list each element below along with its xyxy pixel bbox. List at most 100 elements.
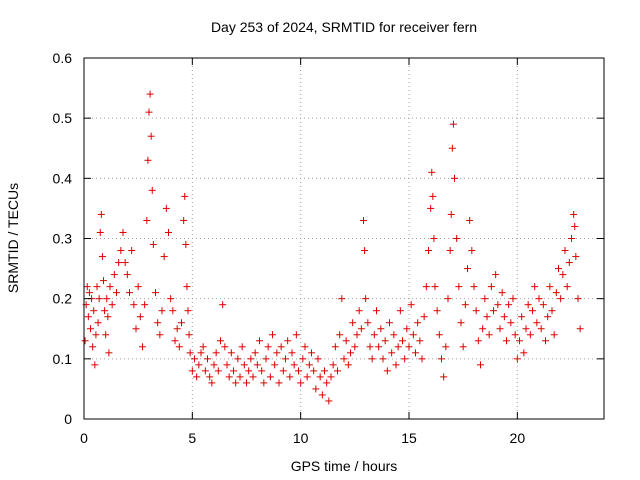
data-point xyxy=(154,319,162,327)
data-point xyxy=(180,216,188,224)
data-point xyxy=(206,373,214,381)
data-point xyxy=(204,355,211,363)
data-point xyxy=(113,289,120,297)
data-point xyxy=(390,331,398,339)
data-point xyxy=(361,247,369,255)
data-point xyxy=(100,277,107,285)
data-point xyxy=(262,355,270,363)
data-point xyxy=(570,210,578,218)
data-point xyxy=(91,361,99,369)
data-point xyxy=(325,397,333,405)
data-point xyxy=(308,349,315,357)
data-point xyxy=(236,373,244,381)
data-point xyxy=(459,343,467,351)
data-point xyxy=(561,247,569,255)
data-point xyxy=(435,331,443,339)
data-point xyxy=(117,247,125,255)
data-point xyxy=(544,313,552,321)
data-point xyxy=(101,307,109,315)
data-point xyxy=(422,283,430,291)
data-point xyxy=(347,349,354,357)
data-point xyxy=(466,216,474,224)
data-point xyxy=(340,355,348,363)
data-point xyxy=(364,319,372,327)
data-point xyxy=(279,367,287,375)
data-point xyxy=(178,319,185,327)
data-point xyxy=(221,343,229,351)
data-point xyxy=(185,331,193,339)
data-point xyxy=(565,259,573,267)
data-point xyxy=(409,331,417,339)
y-tick-label: 0.3 xyxy=(53,231,73,247)
data-point xyxy=(97,210,105,218)
data-point xyxy=(420,313,428,321)
data-point xyxy=(225,373,233,381)
data-point xyxy=(182,241,190,249)
data-point xyxy=(264,343,272,351)
data-point xyxy=(273,349,281,357)
data-point xyxy=(386,319,393,327)
data-point xyxy=(126,289,133,297)
data-point xyxy=(191,355,198,363)
data-point xyxy=(453,235,461,242)
data-point xyxy=(342,337,350,345)
data-point xyxy=(195,361,203,369)
data-point xyxy=(305,361,313,369)
data-point xyxy=(474,337,482,345)
data-point xyxy=(479,325,487,333)
data-point xyxy=(552,289,560,297)
data-point xyxy=(464,265,471,273)
data-point xyxy=(477,361,484,369)
data-point xyxy=(507,319,515,327)
data-point xyxy=(284,337,292,345)
data-point xyxy=(461,301,469,309)
data-point xyxy=(149,241,157,249)
data-point xyxy=(396,307,404,315)
data-point xyxy=(563,283,571,291)
data-point xyxy=(449,120,457,128)
data-point xyxy=(173,325,181,333)
y-tick-label: 0.2 xyxy=(53,291,73,307)
x-tick-label: 20 xyxy=(510,430,526,446)
data-point xyxy=(92,331,100,339)
data-point xyxy=(392,361,400,369)
data-point xyxy=(329,361,337,369)
data-point xyxy=(260,379,268,387)
data-point xyxy=(183,283,191,291)
data-point xyxy=(106,283,114,291)
data-point xyxy=(146,90,154,98)
data-point xyxy=(513,355,521,363)
x-axis-label: GPS time / hours xyxy=(291,458,398,474)
data-point xyxy=(128,247,136,255)
data-point xyxy=(318,391,326,399)
data-point xyxy=(448,144,456,152)
data-point xyxy=(550,331,558,339)
data-point xyxy=(152,289,159,297)
data-point xyxy=(546,283,554,291)
data-point xyxy=(516,337,523,345)
data-point xyxy=(158,307,166,315)
data-point xyxy=(455,283,463,291)
data-point xyxy=(85,289,93,297)
data-point xyxy=(104,313,112,321)
data-point xyxy=(143,216,151,224)
data-point xyxy=(230,367,237,375)
data-point xyxy=(362,295,370,303)
data-point xyxy=(555,265,562,273)
data-point xyxy=(571,222,579,230)
data-point xyxy=(301,343,309,351)
data-point xyxy=(227,349,235,357)
y-tick-label: 0.1 xyxy=(53,351,73,367)
data-point xyxy=(481,295,489,303)
data-point xyxy=(353,331,361,339)
data-point xyxy=(357,325,365,333)
data-point xyxy=(119,228,127,236)
data-point xyxy=(186,349,194,357)
data-point xyxy=(418,355,426,363)
data-point xyxy=(414,319,422,327)
data-point xyxy=(338,295,346,303)
data-point xyxy=(214,367,222,375)
data-point xyxy=(568,235,575,242)
data-point xyxy=(524,301,532,309)
